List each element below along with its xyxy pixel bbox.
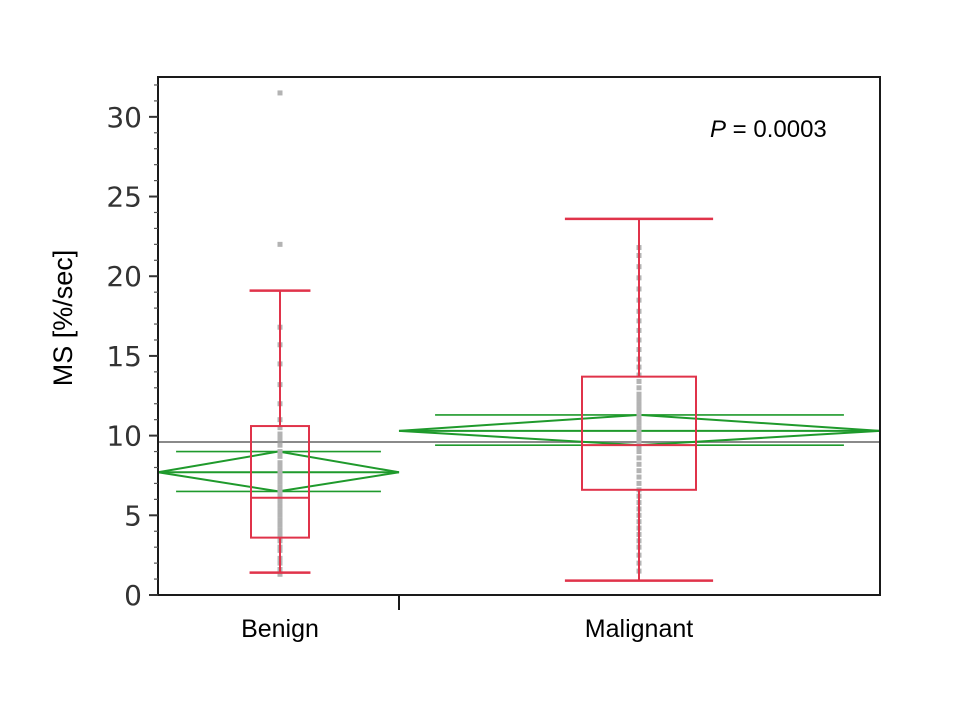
- p-value-annotation: P = 0.0003: [710, 116, 827, 143]
- iqr-box-benign: [250, 425, 310, 539]
- data-point-malignant: [636, 410, 642, 416]
- p-value-symbol: P: [710, 116, 726, 143]
- data-point-benign: [277, 527, 283, 533]
- data-point-malignant: [636, 415, 642, 421]
- y-tick-label: 5: [124, 499, 142, 532]
- data-point-malignant: [636, 396, 642, 402]
- data-point-malignant: [636, 468, 642, 474]
- data-point-malignant: [636, 434, 642, 440]
- data-point-malignant: [636, 474, 642, 480]
- data-point-benign: [277, 241, 283, 247]
- data-point-benign: [277, 503, 283, 509]
- y-tick-label: 25: [106, 181, 142, 214]
- p-value-text: = 0.0003: [726, 116, 827, 143]
- data-point-benign: [277, 512, 283, 518]
- data-point-benign: [277, 488, 283, 494]
- data-point-malignant: [636, 420, 642, 426]
- data-point-malignant: [636, 401, 642, 407]
- data-point-benign: [277, 484, 283, 490]
- y-tick-label: 0: [124, 579, 142, 612]
- data-point-malignant: [636, 480, 642, 486]
- data-point-benign: [277, 464, 283, 470]
- data-point-benign: [277, 479, 283, 485]
- data-point-benign: [277, 442, 283, 448]
- data-point-benign: [277, 498, 283, 504]
- iqr-box-malignant: [581, 375, 697, 491]
- data-point-malignant: [636, 385, 642, 391]
- data-point-malignant: [636, 449, 642, 455]
- data-point-malignant: [636, 455, 642, 461]
- data-point-benign: [277, 508, 283, 514]
- y-tick-label: 10: [106, 420, 142, 453]
- data-point-malignant: [636, 425, 642, 431]
- data-point-benign: [277, 460, 283, 466]
- data-point-benign: [277, 453, 283, 459]
- data-point-malignant: [636, 444, 642, 450]
- data-point-benign: [277, 469, 283, 475]
- data-point-benign: [277, 493, 283, 499]
- y-tick-label: 30: [106, 101, 142, 134]
- data-point-malignant: [636, 391, 642, 397]
- data-point-malignant: [636, 406, 642, 412]
- category-label-benign: Benign: [241, 615, 319, 643]
- data-point-benign: [277, 531, 283, 537]
- data-point-benign: [277, 517, 283, 523]
- data-point-benign: [277, 571, 283, 577]
- data-point-malignant: [636, 439, 642, 445]
- data-point-benign: [277, 436, 283, 442]
- data-point-benign: [277, 474, 283, 480]
- data-point-benign: [277, 522, 283, 528]
- data-point-malignant: [636, 461, 642, 467]
- y-axis-title: MS [%/sec]: [48, 250, 78, 387]
- data-point-malignant: [636, 429, 642, 435]
- category-label-malignant: Malignant: [585, 615, 693, 643]
- y-tick-label: 15: [106, 340, 142, 373]
- data-point-malignant: [636, 378, 642, 384]
- data-point-benign: [277, 90, 283, 96]
- data-point-benign: [277, 449, 283, 455]
- y-tick-label: 20: [106, 260, 142, 293]
- plot-frame: [157, 76, 881, 596]
- data-point-benign: [277, 425, 283, 431]
- data-point-benign: [277, 431, 283, 437]
